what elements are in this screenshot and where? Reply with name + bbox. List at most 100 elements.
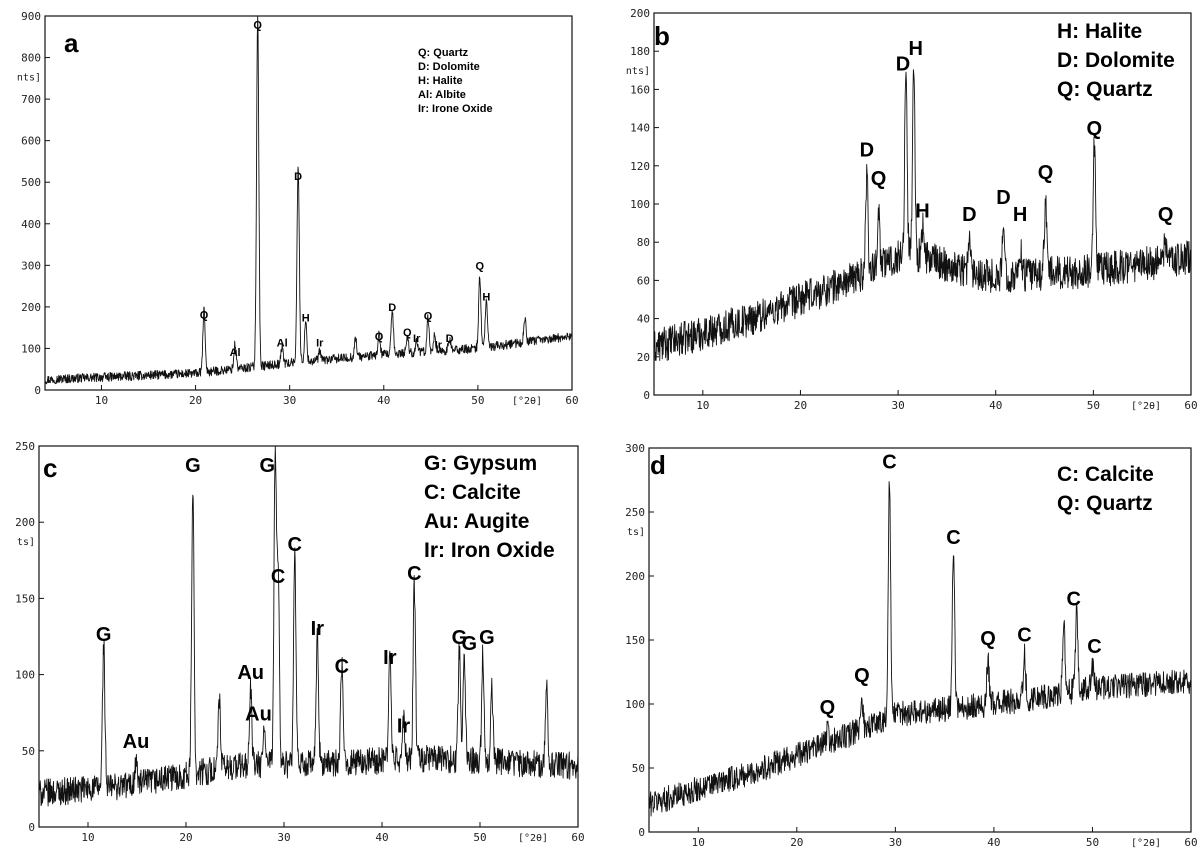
peak-label: H [908, 38, 922, 60]
peak-label: Ir [397, 716, 411, 738]
x-tick-label: 40 [989, 399, 1002, 412]
peak-label: Q [854, 665, 870, 687]
legend-entry: C: Calcite [1057, 463, 1154, 486]
legend-entry: Q: Quartz [1057, 78, 1153, 101]
panel-letter: d [650, 450, 666, 480]
peak-label: C [1067, 588, 1081, 610]
peak-label: H [915, 200, 929, 222]
x-tick-label: 40 [987, 836, 1000, 848]
legend-entry: Q: Quartz [1057, 492, 1153, 515]
peak-label: C [335, 656, 349, 678]
peak-label: D [996, 187, 1010, 209]
y-tick-label: 150 [625, 634, 645, 647]
y-tick-label: 500 [21, 176, 41, 189]
peak-label: D [294, 171, 302, 183]
x-tick-label: 20 [189, 394, 202, 407]
x-tick-label: 10 [81, 831, 94, 844]
peak-label: C [946, 527, 960, 549]
x-tick-label: 20 [794, 399, 807, 412]
panel-letter: b [654, 21, 670, 51]
y-tick-label: 0 [34, 384, 41, 397]
y-tick-label: 300 [625, 442, 645, 455]
x-axis-label: [°2θ] [518, 833, 548, 844]
legend-entry: Al: Albite [418, 89, 466, 101]
xrd-panel-a: 0 100 200 300 400 500 600 700 800 900 nts] 10 20 30 40… [17, 10, 579, 407]
x-tick-label: 20 [179, 831, 192, 844]
peak-label: C [271, 566, 285, 588]
peak-label: Au [237, 662, 264, 684]
peak-label: G [96, 624, 112, 646]
peak-label: H [482, 292, 490, 304]
x-tick-label: 30 [283, 394, 296, 407]
peak-label: Ir [316, 337, 324, 349]
y-tick-label: 200 [630, 7, 650, 20]
y-tick-label: 100 [15, 669, 35, 682]
y-tick-label: 0 [638, 826, 645, 839]
y-tick-label: 200 [21, 301, 41, 314]
y-tick-label: 20 [637, 351, 650, 364]
peak-label: C [288, 534, 302, 556]
x-tick-label: 40 [375, 831, 388, 844]
peak-label: Q [253, 19, 262, 31]
peak-label: C [1017, 624, 1031, 646]
x-tick-label: 30 [889, 836, 902, 848]
peak-label: Q [1158, 204, 1174, 226]
x-axis-label: [°2θ] [512, 396, 542, 407]
legend-entry: C: Calcite [424, 481, 521, 504]
diffraction-trace [44, 15, 573, 385]
diffraction-trace [38, 445, 579, 807]
y-tick-label: 180 [630, 45, 650, 58]
peak-label: G [185, 455, 201, 477]
xrd-panel-c: 0 50 100 150 200 250 ts] 10 20 30 40 50 60 [°2θ] G Au G A… [15, 440, 585, 844]
plot-frame [44, 15, 573, 391]
legend-entry: D: Dolomite [1057, 49, 1175, 72]
y-tick-label: 100 [630, 198, 650, 211]
legend-entry: Ir: Iron Oxide [424, 539, 555, 562]
x-tick-label: 10 [692, 836, 705, 848]
x-tick-label: 60 [1184, 836, 1197, 848]
peak-label: Q [475, 260, 484, 272]
legend-entry: D: Dolomite [418, 61, 480, 73]
y-axis-label: ts] [17, 537, 35, 548]
x-tick-label: 60 [565, 394, 578, 407]
y-tick-label: 700 [21, 93, 41, 106]
peak-label: Q [1038, 162, 1054, 184]
y-tick-label: 140 [630, 122, 650, 135]
peak-label: Au [245, 703, 272, 725]
y-axis-label: nts] [626, 66, 650, 77]
peak-label: D [962, 204, 976, 226]
y-tick-label: 250 [625, 506, 645, 519]
x-tick-label: 50 [1087, 399, 1100, 412]
peak-label: D [388, 302, 396, 314]
legend-entry: Ir: Irone Oxide [418, 103, 493, 115]
y-tick-label: 60 [637, 274, 650, 287]
peak-label: Ir [311, 618, 325, 640]
x-tick-label: 10 [95, 394, 108, 407]
x-tick-label: 20 [790, 836, 803, 848]
peak-label: C [882, 451, 896, 473]
peak-label: Al [277, 337, 288, 349]
xrd-panel-b: 0 20 40 60 80 100 120 140 160 180 200 nts] 10 20 30 40 5… [626, 7, 1198, 412]
x-tick-label: 60 [571, 831, 584, 844]
peak-label: G [452, 627, 468, 649]
x-tick-label: 50 [473, 831, 486, 844]
peak-label: Q [980, 628, 996, 650]
y-tick-label: 50 [22, 745, 35, 758]
x-axis-label: [°2θ] [1131, 401, 1161, 412]
y-tick-label: 800 [21, 52, 41, 65]
x-tick-label: 60 [1184, 399, 1197, 412]
x-axis-label: [°2θ] [1131, 838, 1161, 848]
peak-label: C [407, 563, 421, 585]
peak-label: Q [871, 168, 887, 190]
legend-entry: Au: Augite [424, 510, 529, 533]
y-tick-label: 0 [643, 389, 650, 402]
y-tick-label: 100 [21, 342, 41, 355]
panel-letter: c [43, 453, 57, 483]
peak-label: Au [123, 731, 150, 753]
y-tick-label: 80 [637, 236, 650, 249]
legend-entry: G: Gypsum [424, 452, 537, 475]
y-axis-label: ts] [627, 527, 645, 538]
y-tick-label: 200 [15, 516, 35, 529]
